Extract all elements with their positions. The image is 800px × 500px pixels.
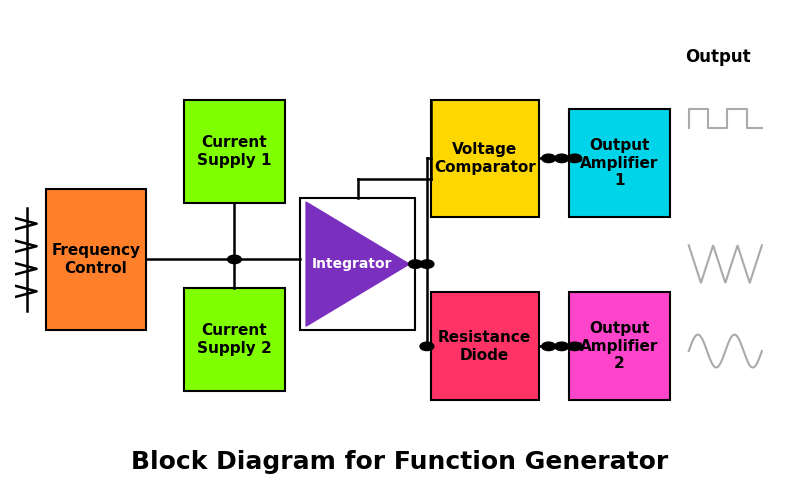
- Text: Current
Supply 1: Current Supply 1: [198, 135, 272, 168]
- FancyBboxPatch shape: [570, 292, 670, 401]
- FancyBboxPatch shape: [300, 198, 415, 330]
- FancyBboxPatch shape: [430, 292, 538, 401]
- Circle shape: [542, 342, 555, 350]
- Text: Block Diagram for Function Generator: Block Diagram for Function Generator: [131, 450, 669, 473]
- Circle shape: [554, 154, 569, 162]
- FancyBboxPatch shape: [430, 100, 538, 217]
- Circle shape: [554, 342, 569, 350]
- FancyBboxPatch shape: [570, 109, 670, 217]
- Circle shape: [227, 255, 242, 264]
- Text: Output: Output: [685, 48, 750, 66]
- Circle shape: [542, 154, 555, 162]
- Text: Current
Supply 2: Current Supply 2: [197, 323, 272, 356]
- Circle shape: [420, 342, 434, 350]
- Text: Resistance
Diode: Resistance Diode: [438, 330, 531, 362]
- Text: Voltage
Comparator: Voltage Comparator: [434, 142, 535, 174]
- Text: Output
Amplifier
1: Output Amplifier 1: [580, 138, 658, 188]
- FancyBboxPatch shape: [184, 288, 285, 391]
- Text: Frequency
Control: Frequency Control: [51, 243, 141, 276]
- FancyBboxPatch shape: [46, 189, 146, 330]
- Circle shape: [409, 260, 422, 268]
- Text: Output
Amplifier
2: Output Amplifier 2: [580, 322, 658, 371]
- FancyBboxPatch shape: [184, 100, 285, 203]
- Circle shape: [568, 342, 582, 350]
- Circle shape: [420, 260, 434, 268]
- Circle shape: [568, 154, 582, 162]
- Polygon shape: [306, 202, 410, 326]
- Text: Integrator: Integrator: [312, 257, 392, 271]
